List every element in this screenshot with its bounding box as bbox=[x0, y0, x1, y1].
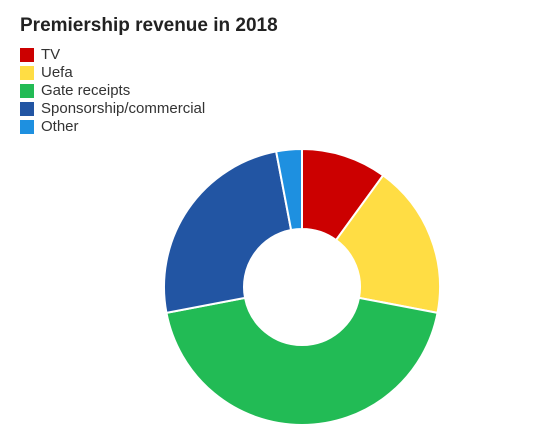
legend-swatch-sponsorship bbox=[20, 102, 34, 116]
legend-label-tv: TV bbox=[41, 46, 61, 63]
legend-label-uefa: Uefa bbox=[41, 64, 73, 81]
donut-slice-uefa bbox=[334, 173, 441, 315]
donut-slices bbox=[163, 147, 441, 426]
donut-slice-other bbox=[274, 147, 303, 232]
legend-swatch-tv bbox=[20, 48, 34, 62]
legend-swatch-other bbox=[20, 120, 34, 134]
legend-item-other: Other bbox=[20, 118, 205, 136]
donut-slice-sponsorship bbox=[163, 150, 293, 315]
legend-item-uefa: Uefa bbox=[20, 64, 205, 82]
legend: TV Uefa Gate receipts Sponsorship/commer… bbox=[20, 46, 205, 136]
legend-item-sponsorship: Sponsorship/commercial bbox=[20, 100, 205, 118]
legend-label-gate-receipts: Gate receipts bbox=[41, 82, 131, 99]
donut-slice-gate-receipts bbox=[165, 296, 439, 426]
legend-swatch-uefa bbox=[20, 66, 34, 80]
legend-item-tv: TV bbox=[20, 46, 205, 64]
legend-label-sponsorship: Sponsorship/commercial bbox=[41, 100, 206, 117]
legend-swatch-gate-receipts bbox=[20, 84, 34, 98]
legend-label-other: Other bbox=[41, 118, 79, 135]
chart-title: Premiership revenue in 2018 bbox=[20, 15, 278, 36]
legend-item-gate-receipts: Gate receipts bbox=[20, 82, 205, 100]
